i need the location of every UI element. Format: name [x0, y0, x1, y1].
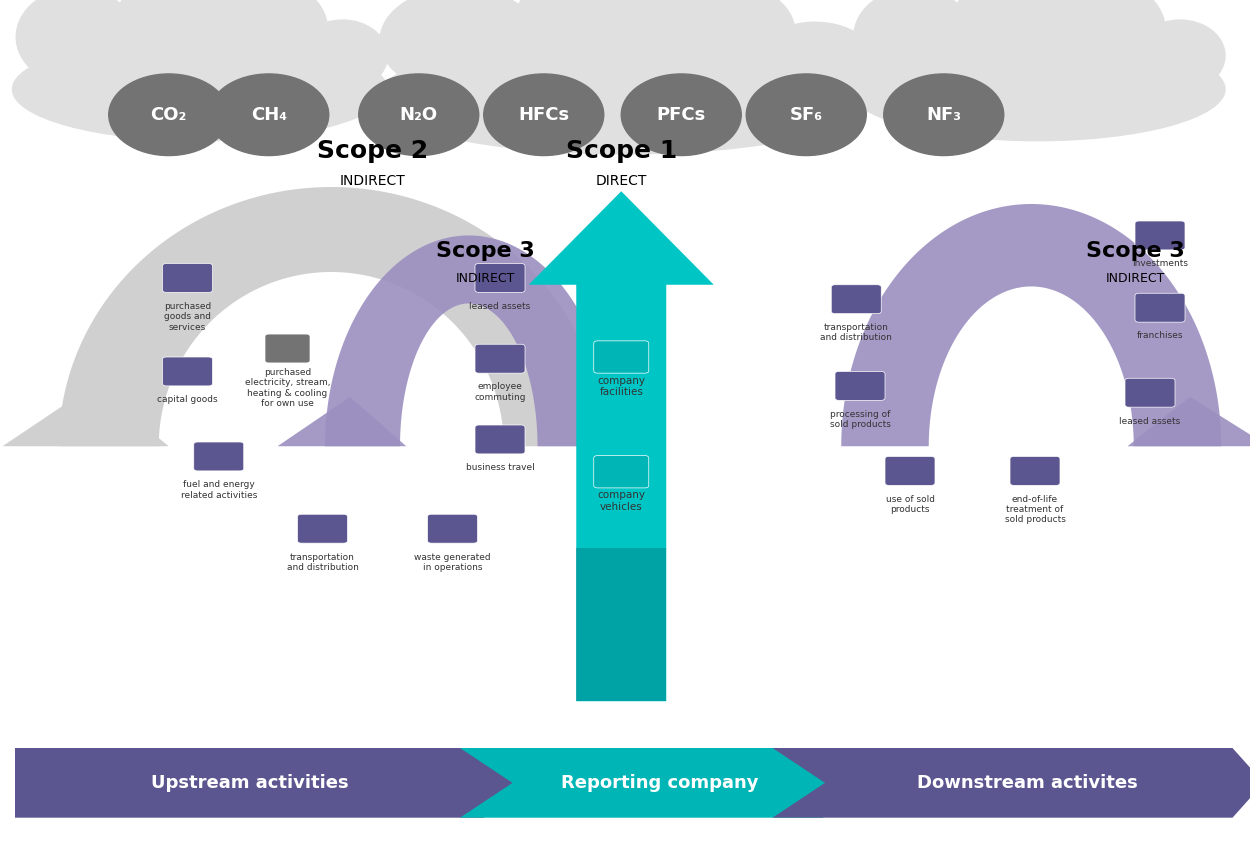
- Text: processing of
sold products: processing of sold products: [830, 410, 890, 429]
- Text: transportation
and distribution: transportation and distribution: [286, 552, 359, 572]
- Text: INDIRECT: INDIRECT: [1105, 272, 1165, 285]
- Text: leased assets: leased assets: [470, 302, 531, 311]
- Ellipse shape: [850, 38, 1225, 140]
- Text: DIRECT: DIRECT: [595, 174, 648, 188]
- FancyBboxPatch shape: [475, 344, 525, 373]
- Polygon shape: [15, 748, 536, 818]
- Polygon shape: [529, 191, 714, 701]
- FancyBboxPatch shape: [194, 442, 244, 471]
- Polygon shape: [59, 187, 604, 446]
- Text: NF₃: NF₃: [926, 105, 961, 124]
- FancyBboxPatch shape: [1010, 456, 1060, 485]
- Text: transportation
and distribution: transportation and distribution: [820, 323, 892, 343]
- Polygon shape: [2, 385, 169, 446]
- FancyBboxPatch shape: [1135, 221, 1185, 250]
- Polygon shape: [460, 748, 875, 818]
- FancyBboxPatch shape: [428, 514, 478, 543]
- Text: Upstream activities: Upstream activities: [150, 774, 349, 792]
- Circle shape: [621, 74, 741, 156]
- Ellipse shape: [515, 0, 655, 69]
- Polygon shape: [772, 748, 1250, 818]
- FancyBboxPatch shape: [475, 264, 525, 292]
- FancyBboxPatch shape: [475, 425, 525, 454]
- FancyBboxPatch shape: [162, 264, 212, 292]
- FancyBboxPatch shape: [831, 285, 881, 314]
- Circle shape: [746, 74, 866, 156]
- Text: INDIRECT: INDIRECT: [340, 174, 405, 188]
- Polygon shape: [278, 397, 406, 446]
- Text: capital goods: capital goods: [158, 395, 218, 405]
- Ellipse shape: [755, 22, 875, 99]
- Text: CH₄: CH₄: [251, 105, 286, 124]
- Circle shape: [109, 74, 229, 156]
- Text: business travel: business travel: [465, 463, 535, 473]
- Text: Downstream activites: Downstream activites: [918, 774, 1138, 792]
- Text: leased assets: leased assets: [1120, 416, 1180, 426]
- FancyBboxPatch shape: [594, 456, 649, 488]
- Text: Scope 2: Scope 2: [318, 139, 428, 163]
- Ellipse shape: [1135, 20, 1225, 91]
- Ellipse shape: [208, 0, 328, 78]
- Text: N₂O: N₂O: [400, 105, 437, 124]
- FancyBboxPatch shape: [265, 334, 310, 363]
- Text: company
facilities: company facilities: [598, 376, 645, 397]
- FancyBboxPatch shape: [594, 341, 649, 373]
- Text: end-of-life
treatment of
sold products: end-of-life treatment of sold products: [1005, 495, 1065, 524]
- Polygon shape: [841, 204, 1221, 446]
- Text: HFCs: HFCs: [519, 105, 569, 124]
- Circle shape: [359, 74, 479, 156]
- Ellipse shape: [12, 38, 388, 140]
- Text: PFCs: PFCs: [656, 105, 706, 124]
- FancyBboxPatch shape: [162, 357, 212, 386]
- FancyBboxPatch shape: [885, 456, 935, 485]
- Text: Scope 3: Scope 3: [436, 241, 535, 261]
- Text: Scope 3: Scope 3: [1085, 241, 1185, 261]
- Polygon shape: [576, 548, 666, 701]
- Circle shape: [884, 74, 1004, 156]
- Text: purchased
goods and
services: purchased goods and services: [164, 302, 211, 332]
- Ellipse shape: [298, 20, 388, 91]
- Ellipse shape: [635, 0, 795, 86]
- FancyBboxPatch shape: [1125, 378, 1175, 407]
- Polygon shape: [325, 235, 612, 446]
- Polygon shape: [1128, 397, 1250, 446]
- Text: employee
commuting: employee commuting: [474, 382, 526, 402]
- FancyBboxPatch shape: [1135, 293, 1185, 322]
- Text: Scope 1: Scope 1: [565, 139, 678, 163]
- Text: use of sold
products: use of sold products: [885, 495, 935, 514]
- Circle shape: [209, 74, 329, 156]
- Text: SF₆: SF₆: [790, 105, 822, 124]
- Text: company
vehicles: company vehicles: [598, 490, 645, 512]
- Text: INDIRECT: INDIRECT: [455, 272, 515, 285]
- Text: Reporting company: Reporting company: [561, 774, 759, 792]
- Ellipse shape: [955, 0, 1060, 63]
- Text: CO₂: CO₂: [150, 105, 188, 124]
- Ellipse shape: [16, 0, 136, 86]
- Ellipse shape: [118, 0, 222, 63]
- Text: investments: investments: [1132, 259, 1188, 269]
- Circle shape: [484, 74, 604, 156]
- FancyBboxPatch shape: [298, 514, 348, 543]
- FancyBboxPatch shape: [835, 371, 885, 400]
- Ellipse shape: [375, 42, 875, 154]
- Ellipse shape: [1045, 0, 1165, 78]
- Ellipse shape: [854, 0, 974, 86]
- Ellipse shape: [380, 0, 540, 94]
- Text: purchased
electricity, stream,
heating & cooling
for own use: purchased electricity, stream, heating &…: [245, 368, 330, 408]
- Text: waste generated
in operations: waste generated in operations: [414, 552, 491, 572]
- Text: fuel and energy
related activities: fuel and energy related activities: [180, 480, 258, 500]
- Text: franchises: franchises: [1136, 332, 1184, 341]
